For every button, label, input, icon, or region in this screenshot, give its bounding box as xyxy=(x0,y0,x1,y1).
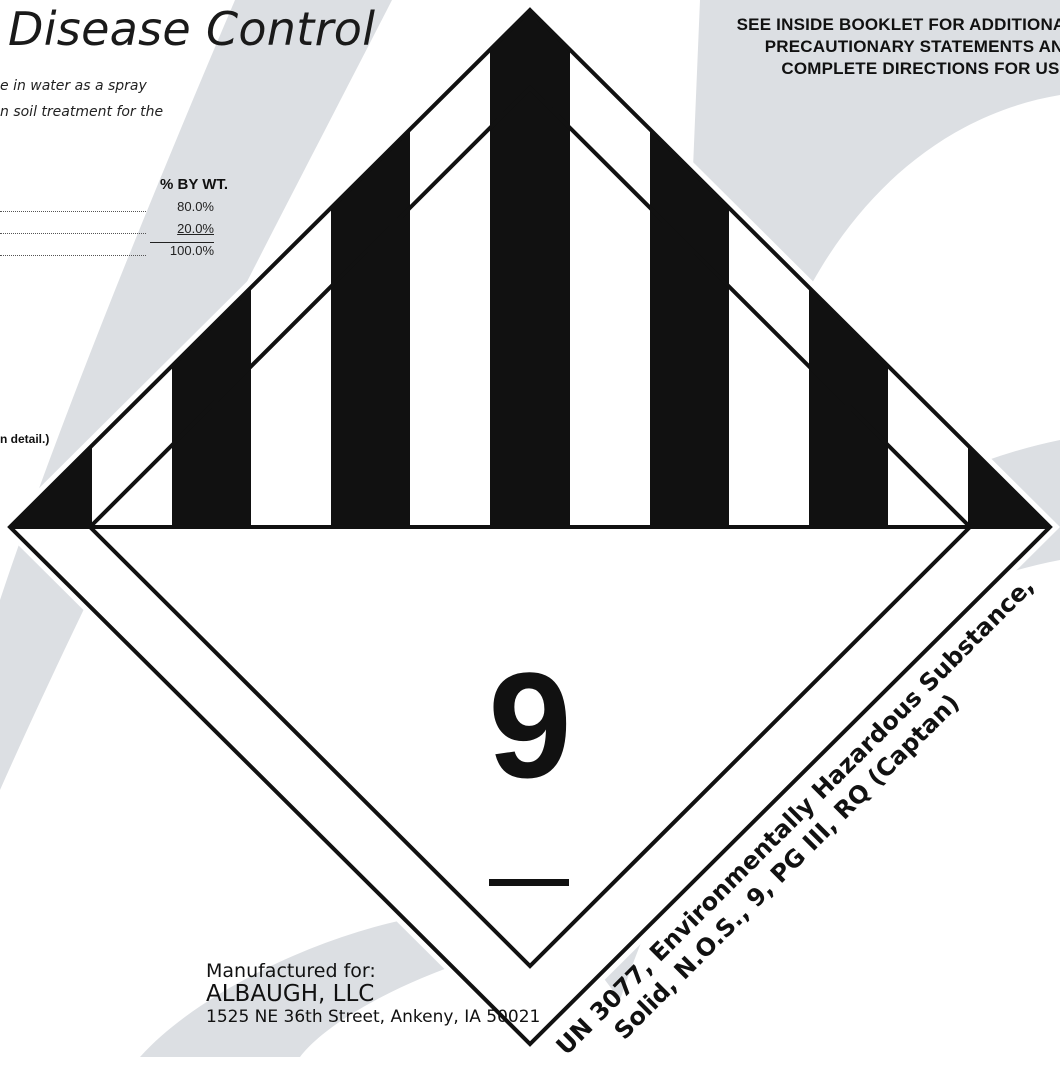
dot-leader xyxy=(0,255,146,256)
composition-value: 20.0% xyxy=(177,221,214,236)
composition-value: 80.0% xyxy=(177,199,214,214)
description-line: e in water as a spray xyxy=(0,78,147,94)
precautionary-notice: SEE INSIDE BOOKLET FOR ADDITIONAL PRECAU… xyxy=(616,14,1060,80)
manufacturer-name: ALBAUGH, LLC xyxy=(206,981,375,1007)
manufacturer-address: 1525 NE 36th Street, Ankeny, IA 50021 xyxy=(206,1007,541,1027)
description-line: n soil treatment for the xyxy=(0,104,164,120)
percent-by-weight-header: % BY WT. xyxy=(160,176,229,193)
label-background xyxy=(0,0,1060,1057)
notice-line: COMPLETE DIRECTIONS FOR USE. xyxy=(781,59,1060,78)
dot-leader xyxy=(0,233,146,234)
hazard-class-number: 9 xyxy=(488,641,572,809)
background-swoosh xyxy=(0,0,392,790)
dot-leader xyxy=(0,211,146,212)
manufacturer-block: Manufactured for: ALBAUGH, LLC 1525 NE 3… xyxy=(206,960,540,1029)
background-swoosh xyxy=(140,915,470,1057)
total-rule xyxy=(150,242,214,243)
composition-total-value: 100.0% xyxy=(169,243,214,258)
manufacturer-label: Manufactured for: xyxy=(206,960,376,982)
notice-line: PRECAUTIONARY STATEMENTS AND xyxy=(764,37,1060,56)
hazard-class-underline xyxy=(489,879,569,886)
product-title: Disease Control xyxy=(8,2,376,56)
notice-line: SEE INSIDE BOOKLET FOR ADDITIONAL xyxy=(736,15,1060,34)
detail-note: n detail.) xyxy=(0,432,50,446)
